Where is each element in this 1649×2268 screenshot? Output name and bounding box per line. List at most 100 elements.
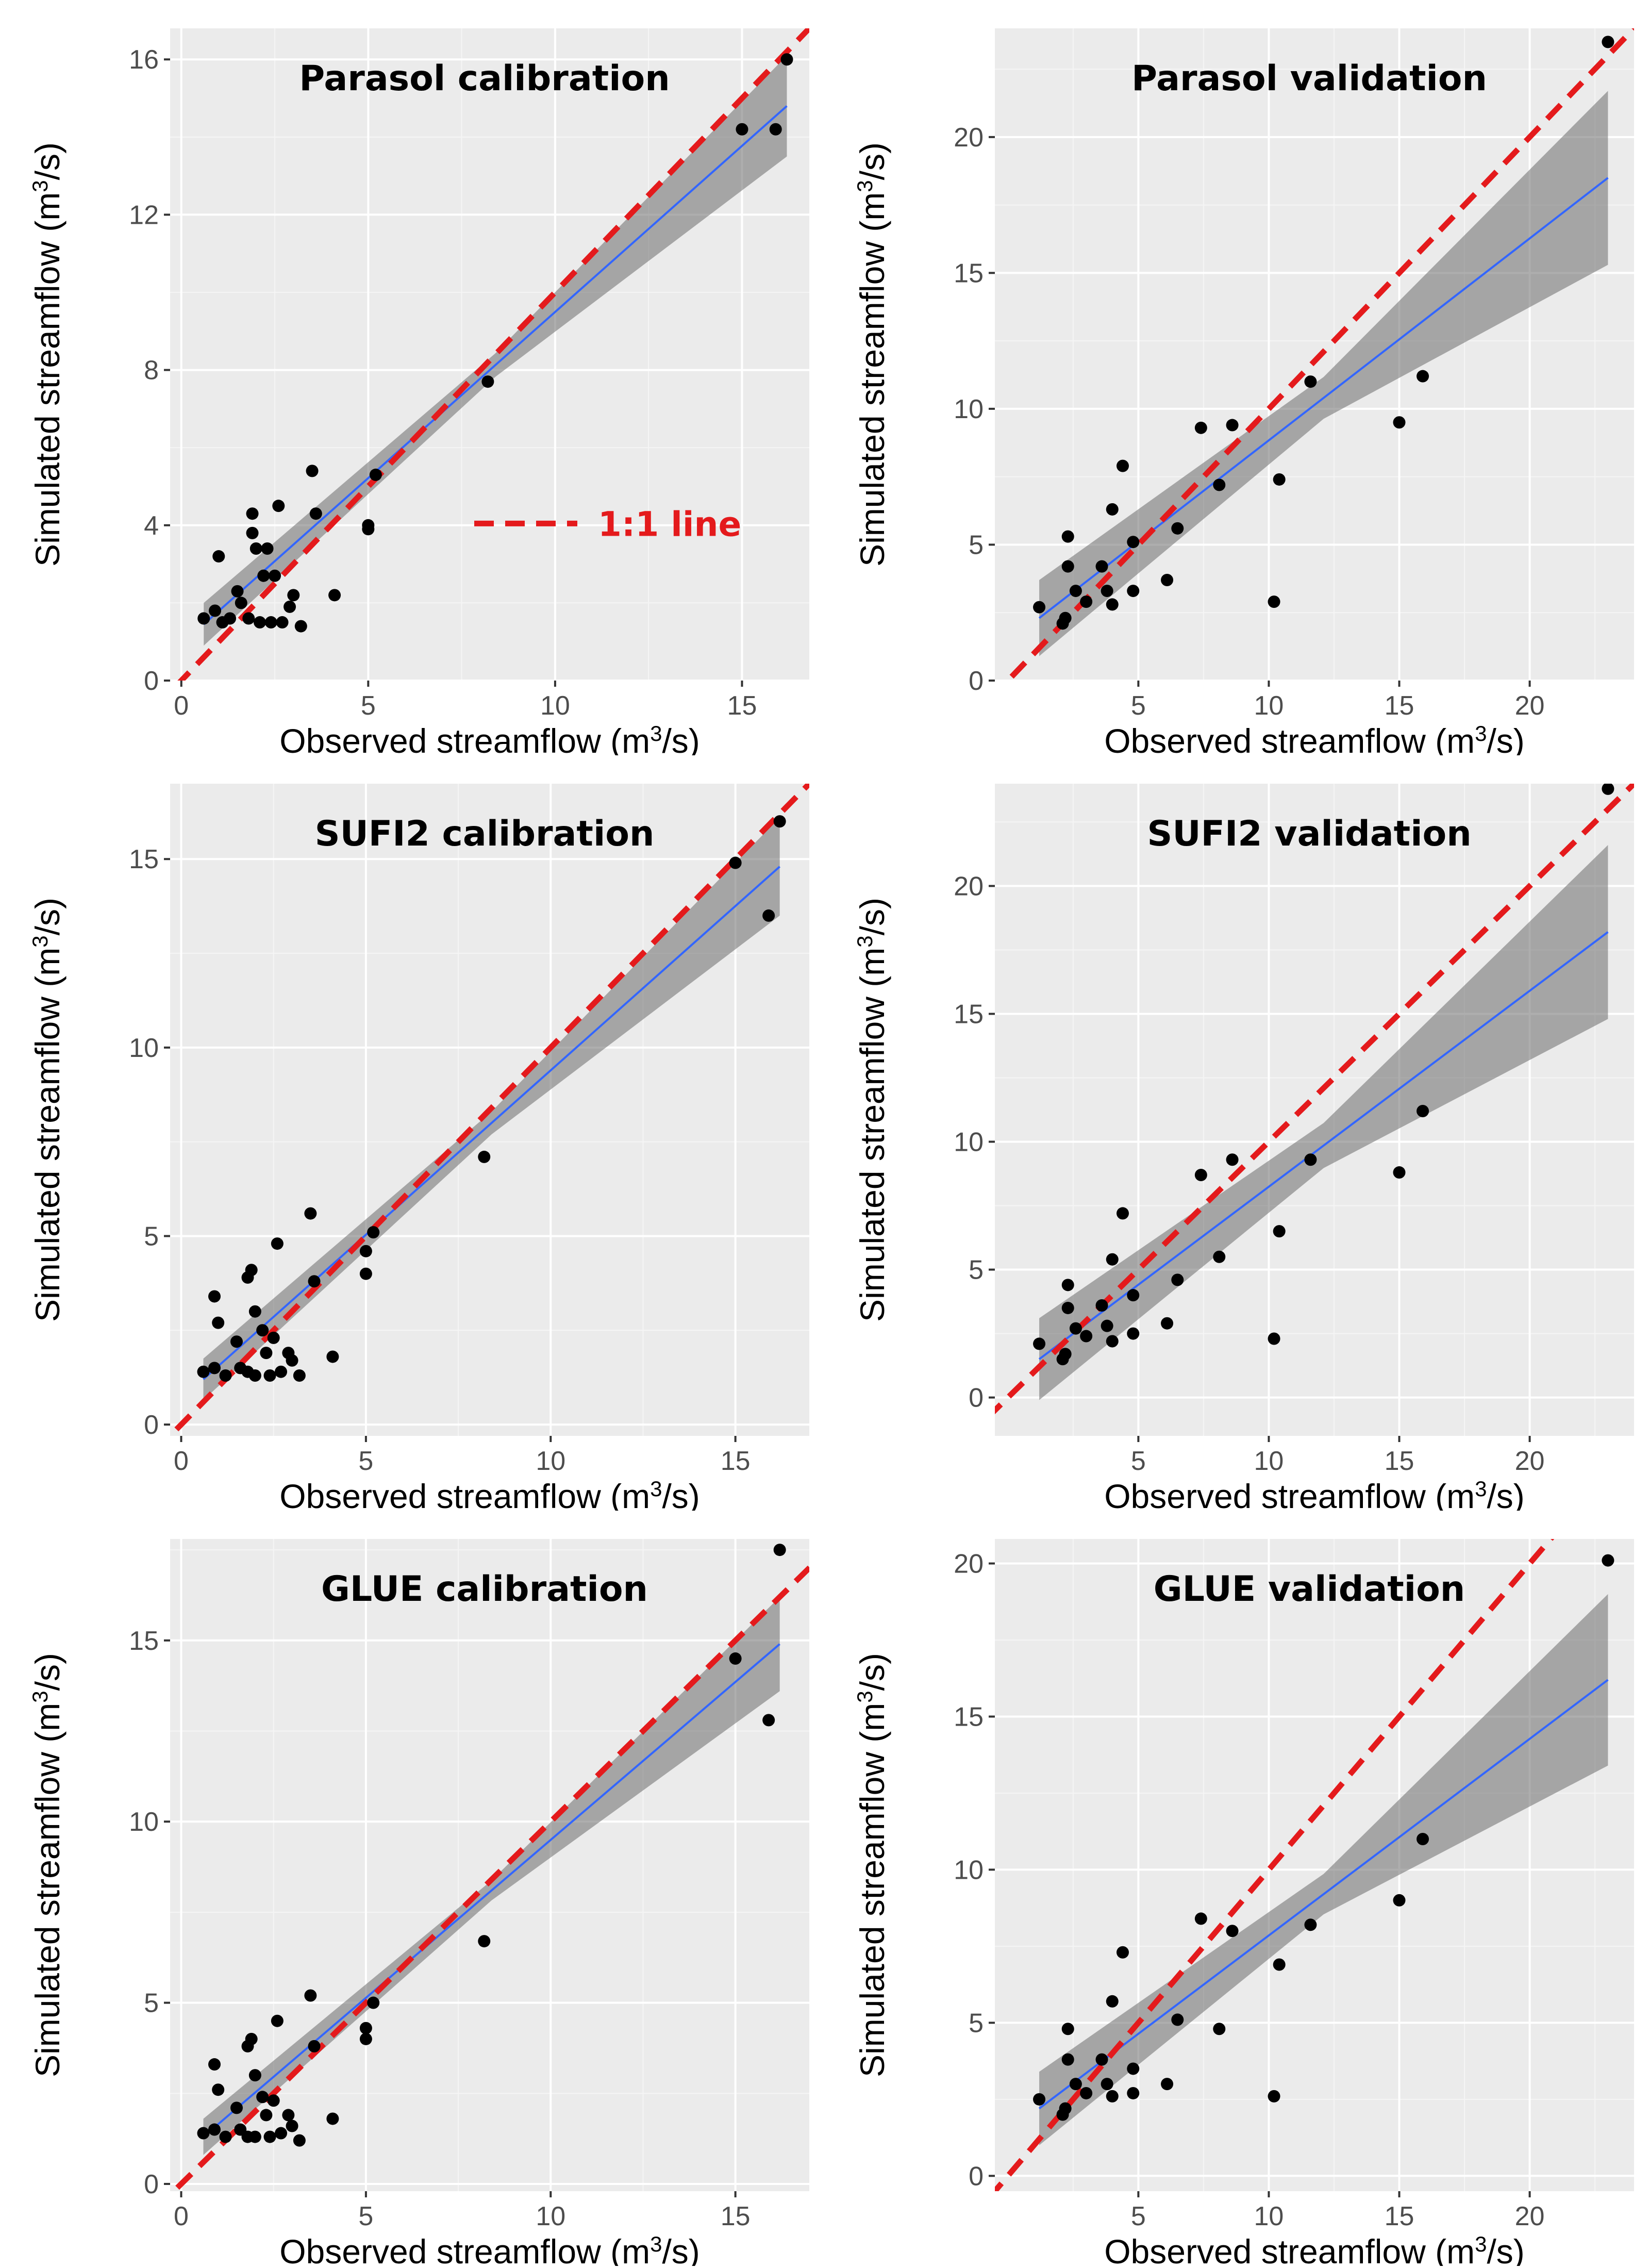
x-tick-label: 0 <box>174 1446 189 1476</box>
y-tick-label: 0 <box>144 2170 159 2199</box>
y-tick-label: 15 <box>129 845 159 874</box>
data-point <box>1226 1153 1239 1166</box>
data-point <box>773 815 786 828</box>
panel-title: Parasol calibration <box>299 58 670 99</box>
plot-area <box>170 784 809 1436</box>
data-point <box>1171 1273 1184 1286</box>
data-point <box>1213 2023 1226 2035</box>
data-point <box>1213 1250 1226 1263</box>
data-point <box>1393 1894 1406 1907</box>
data-point <box>1226 1925 1239 1938</box>
data-point <box>1127 1327 1140 1340</box>
data-point <box>284 600 296 613</box>
x-tick-label: 10 <box>536 2201 565 2231</box>
data-point <box>1194 1169 1207 1181</box>
y-axis-title: Simulated streamflow (m3/s) <box>28 1653 67 2077</box>
data-point <box>271 1237 284 1250</box>
data-point <box>1106 1335 1119 1348</box>
y-tick-label: 5 <box>969 1255 984 1285</box>
data-point <box>1171 2013 1184 2026</box>
data-point <box>729 856 742 869</box>
data-point <box>197 2127 210 2140</box>
x-tick-label: 15 <box>1385 2201 1414 2231</box>
data-point <box>1417 1833 1429 1846</box>
data-point <box>762 909 775 922</box>
y-tick-label: 10 <box>129 1807 159 1837</box>
data-point <box>769 123 782 136</box>
data-point <box>359 2032 372 2045</box>
data-point <box>1268 1332 1280 1345</box>
y-tick-label: 0 <box>144 666 159 696</box>
data-point <box>1117 1207 1129 1220</box>
plot-area <box>995 1539 1634 2191</box>
data-point <box>1161 2078 1174 2091</box>
data-point <box>1127 536 1140 549</box>
data-point <box>1069 1322 1082 1335</box>
x-tick-label: 5 <box>361 691 376 721</box>
panel-title: SUFI2 validation <box>1147 814 1471 854</box>
y-tick-label: 15 <box>954 258 984 288</box>
y-tick-label: 5 <box>969 530 984 560</box>
data-point <box>1194 421 1207 434</box>
data-point <box>208 2058 221 2071</box>
data-point <box>219 1369 232 1382</box>
y-tick-label: 10 <box>954 394 984 424</box>
data-point <box>257 569 270 582</box>
y-axis-title: Simulated streamflow (m3/s) <box>853 142 892 567</box>
data-point <box>1194 1912 1207 1925</box>
scatter-panel-1: 0 5 10 15 0 4 8 12 16 Observed streamflow (m3/s) S… <box>28 28 809 755</box>
plot-area <box>170 1539 809 2191</box>
data-point <box>1059 2102 1072 2115</box>
x-tick-label: 20 <box>1515 2201 1545 2231</box>
data-point <box>260 1347 273 1360</box>
confidence-band <box>203 817 780 1400</box>
data-point <box>362 523 375 536</box>
y-tick-label: 20 <box>954 1549 984 1579</box>
data-point <box>1033 2093 1046 2106</box>
data-point <box>359 2022 372 2034</box>
data-point <box>367 1226 380 1239</box>
data-point <box>1033 601 1046 614</box>
data-point <box>1213 478 1226 491</box>
data-point <box>1106 1253 1119 1266</box>
data-point <box>230 2101 243 2114</box>
data-point <box>212 1316 225 1329</box>
data-point <box>1393 416 1406 429</box>
data-point <box>267 2094 280 2107</box>
data-point <box>242 612 255 625</box>
y-tick-label: 10 <box>954 1128 984 1157</box>
data-point <box>304 1989 317 2002</box>
data-point <box>773 1544 786 1557</box>
data-point <box>1101 1319 1113 1332</box>
data-point <box>209 604 222 617</box>
confidence-band <box>203 1597 780 2155</box>
x-tick-label: 15 <box>721 2201 751 2231</box>
data-point <box>1602 1554 1614 1567</box>
y-tick-label: 4 <box>144 511 159 541</box>
data-point <box>1080 2087 1093 2099</box>
data-point <box>1106 503 1119 516</box>
y-tick-label: 16 <box>129 45 159 75</box>
data-point <box>272 500 285 512</box>
data-point <box>1602 784 1614 795</box>
confidence-band <box>1039 845 1608 1400</box>
x-tick-label: 10 <box>536 1446 565 1476</box>
data-point <box>1061 530 1074 543</box>
y-axis-title: Simulated streamflow (m3/s) <box>853 1653 892 2077</box>
data-point <box>267 1331 280 1344</box>
data-point <box>1602 36 1614 48</box>
data-point <box>208 2123 221 2136</box>
confidence-band <box>204 55 787 646</box>
y-axis-title: Simulated streamflow (m3/s) <box>28 898 67 1322</box>
data-point <box>293 1369 306 1382</box>
data-point <box>275 2127 288 2140</box>
data-point <box>261 542 274 555</box>
y-tick-label: 15 <box>954 999 984 1029</box>
y-tick-label: 10 <box>129 1033 159 1063</box>
data-point <box>224 612 237 625</box>
x-axis-title: Observed streamflow (m3/s) <box>1104 721 1525 756</box>
x-tick-label: 10 <box>1254 2201 1284 2231</box>
data-point <box>276 616 289 629</box>
